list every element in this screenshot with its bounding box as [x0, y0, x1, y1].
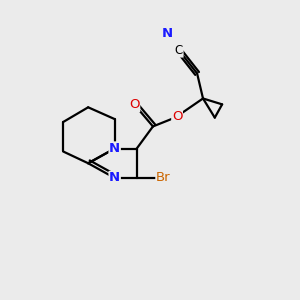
Text: C: C	[175, 44, 183, 57]
Text: N: N	[109, 142, 120, 155]
Text: Br: Br	[156, 172, 171, 184]
Text: N: N	[109, 172, 120, 184]
Text: O: O	[172, 110, 182, 123]
Text: O: O	[129, 98, 140, 111]
Text: N: N	[162, 27, 173, 40]
